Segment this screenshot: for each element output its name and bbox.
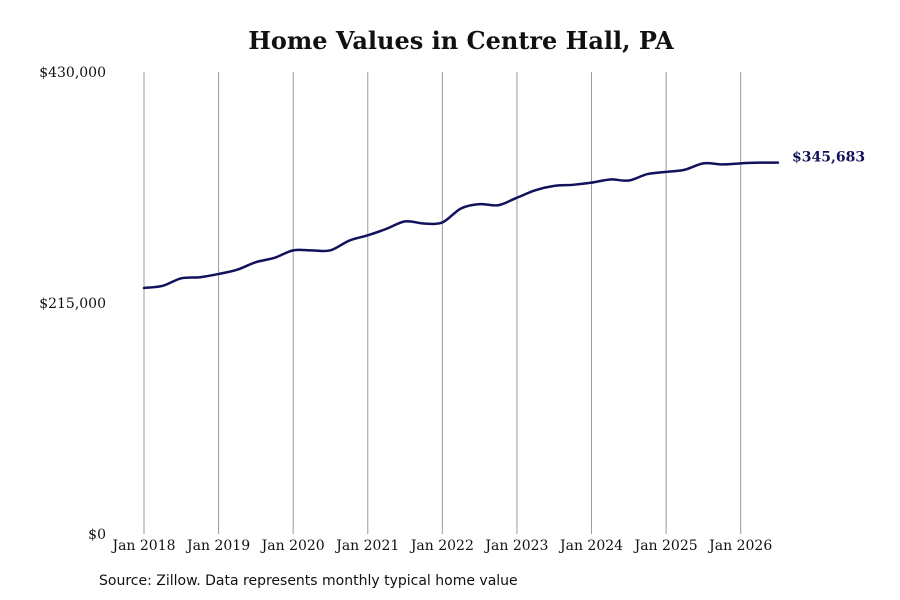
x-tick-label: Jan 2025 — [633, 538, 698, 554]
x-tick-label: Jan 2024 — [558, 538, 623, 554]
x-tick-label: Jan 2026 — [707, 538, 772, 554]
series-line — [142, 161, 780, 290]
x-tick-label: Jan 2020 — [260, 538, 325, 554]
source-note: Source: Zillow. Data represents monthly … — [99, 573, 518, 589]
y-tick-label: $430,000 — [39, 65, 106, 81]
x-tick-label: Jan 2022 — [409, 538, 474, 554]
series-layer — [142, 161, 780, 290]
data-labels: $345,683 — [792, 150, 865, 166]
x-tick-label: Jan 2021 — [334, 538, 399, 554]
chart-title: Home Values in Centre Hall, PA — [248, 26, 674, 55]
gridlines — [143, 72, 742, 534]
x-axis-tick-labels: Jan 2018 Jan 2019 Jan 2020 Jan 2021 Jan 2022… — [110, 538, 772, 554]
x-tick-label: Jan 2019 — [185, 538, 250, 554]
y-tick-label: $215,000 — [39, 296, 106, 312]
x-tick-label: Jan 2018 — [110, 538, 175, 554]
x-tick-label: Jan 2023 — [483, 538, 548, 554]
y-tick-label: $0 — [88, 527, 106, 543]
y-axis-tick-labels: $0 $215,000 $430,000 — [39, 65, 106, 543]
end-value-label: $345,683 — [792, 150, 865, 166]
